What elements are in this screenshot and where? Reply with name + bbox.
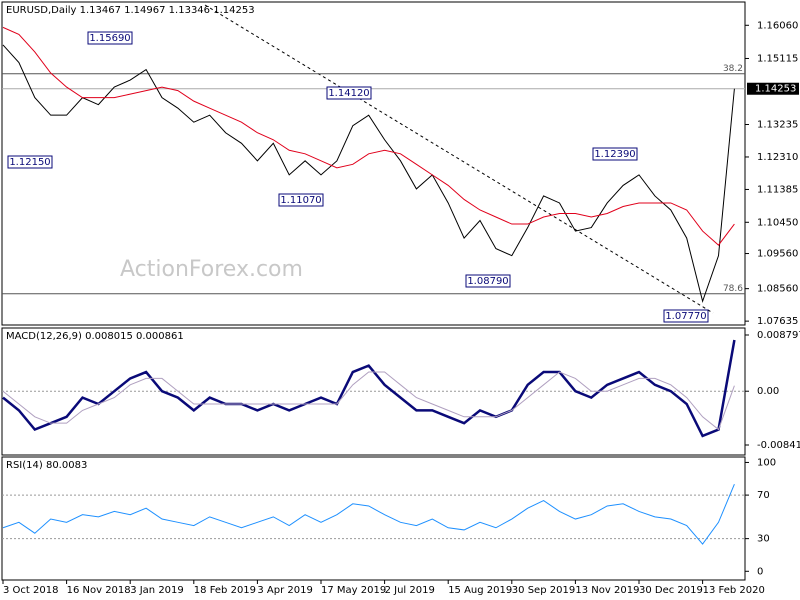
y-tick-label: 1.15115 [757, 53, 798, 64]
x-tick-label: 3 Oct 2018 [3, 585, 58, 596]
x-tick-label: 30 Sep 2019 [512, 585, 575, 596]
y-tick-label: 0.00 [757, 386, 779, 397]
annotation-box [7, 155, 53, 169]
y-tick-label: 1.09560 [757, 249, 798, 260]
y-tick-label: 1.11385 [757, 184, 798, 195]
annotation: 1.14120 [328, 88, 369, 99]
annotation: 1.07770 [665, 311, 706, 322]
x-tick-label: 18 Feb 2019 [194, 585, 256, 596]
y-tick-label: 100 [757, 457, 776, 468]
y-tick-label: 1.12310 [757, 152, 798, 163]
y-tick-label: -0.008417 [757, 440, 800, 451]
series-line [2, 44, 735, 304]
annotation-box [465, 274, 511, 288]
level-label: 38.2 [723, 64, 743, 74]
x-tick-label: 3 Jan 2019 [130, 585, 184, 596]
series-line [2, 371, 735, 431]
annotation-box [592, 147, 638, 161]
x-tick-label: 2 Jul 2019 [385, 585, 435, 596]
y-tick-label: 30 [757, 534, 770, 545]
y-tick-label: 1.10450 [757, 217, 798, 228]
series-line [2, 484, 735, 545]
watermark: ActionForex.com [120, 257, 303, 282]
series-line [2, 26, 735, 246]
x-tick-label: 3 Apr 2019 [257, 585, 312, 596]
last-price-box [747, 82, 799, 95]
y-tick-label: 0 [757, 566, 763, 577]
y-tick-label: 1.13235 [757, 119, 798, 130]
panel-title: RSI(14) 80.0083 [6, 460, 87, 471]
level-label: 78.6 [723, 284, 743, 294]
annotation: 1.12150 [9, 157, 50, 168]
price-panel [1, 1, 746, 326]
annotation: 1.12390 [594, 149, 635, 160]
annotation: 1.08790 [467, 276, 508, 287]
annotation-box [663, 309, 709, 323]
last-price-label: 1.14253 [755, 84, 796, 95]
series-line [2, 339, 736, 438]
y-tick-label: 1.08560 [757, 284, 798, 295]
x-tick-label: 17 May 2019 [321, 585, 386, 596]
x-tick-label: 13 Nov 2019 [575, 585, 639, 596]
y-tick-label: 1.16060 [757, 20, 798, 31]
y-tick-label: 0.008797 [757, 330, 800, 341]
annotation-box [278, 193, 324, 207]
x-tick-label: 13 Feb 2020 [703, 585, 765, 596]
x-tick-label: 16 Nov 2018 [67, 585, 131, 596]
rsi-panel [1, 456, 746, 581]
x-tick-label: 30 Dec 2019 [639, 585, 703, 596]
annotation: 1.15690 [89, 33, 130, 44]
annotation: 1.11070 [280, 195, 321, 206]
panel-title: EURUSD,Daily 1.13467 1.14967 1.13346 1.1… [6, 5, 255, 16]
annotation-box [87, 31, 133, 45]
y-tick-label: 70 [757, 490, 770, 501]
y-tick-label: 1.07635 [757, 316, 798, 327]
x-tick-label: 15 Aug 2019 [448, 585, 512, 596]
annotation-box [326, 86, 372, 100]
panel-title: MACD(12,26,9) 0.008015 0.000861 [6, 331, 184, 342]
